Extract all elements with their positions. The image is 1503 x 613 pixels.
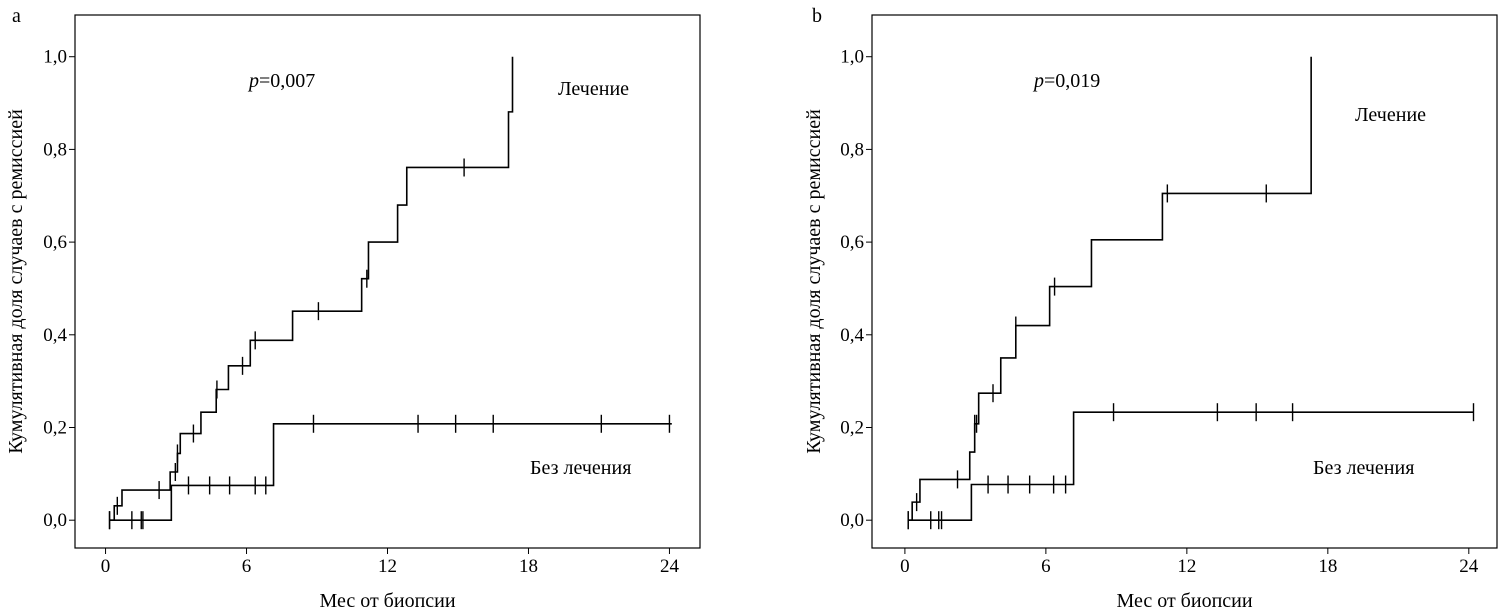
x-tick-label: 6 xyxy=(242,556,252,577)
p-value-annotation: p=0,007 xyxy=(247,70,315,92)
series-label: Без лечения xyxy=(1313,457,1414,479)
curve-treatment xyxy=(908,56,1312,521)
x-tick-label: 24 xyxy=(660,556,680,577)
y-tick-label: 0,4 xyxy=(43,325,67,346)
y-tick-label: 0,6 xyxy=(43,232,67,253)
x-tick-label: 18 xyxy=(1318,556,1337,577)
y-tick-label: 1,0 xyxy=(840,47,864,68)
panel-label: b xyxy=(812,5,822,27)
x-tick-label: 0 xyxy=(101,556,111,577)
x-axis-label: Мес от биопсии xyxy=(319,590,455,612)
series-label: Лечение xyxy=(1355,104,1426,126)
y-tick-label: 0,8 xyxy=(43,139,67,160)
y-tick-label: 0,6 xyxy=(840,232,864,253)
chart-panel-a: a 0 6 12 18 24 0,0 0,2 0,4 0,6 0,8 1,0 Мес от биопси… xyxy=(5,5,701,612)
plot-frame xyxy=(871,14,1498,549)
series-label: Лечение xyxy=(558,78,629,100)
p-symbol: p xyxy=(247,70,259,92)
curve-no-treatment xyxy=(908,411,1474,521)
y-tick-label: 0,0 xyxy=(840,510,864,531)
x-tick-label: 0 xyxy=(900,556,910,577)
curve-treatment xyxy=(109,56,514,521)
y-tick-label: 0,2 xyxy=(43,417,67,438)
chart-panel-b: b 0 6 12 18 24 0,0 0,2 0,4 0,6 0,8 1,0 Мес от биопси… xyxy=(803,5,1498,612)
y-tick-label: 0,4 xyxy=(840,325,864,346)
curve-no-treatment xyxy=(109,422,672,521)
y-tick-label: 1,0 xyxy=(43,47,67,68)
series-label: Без лечения xyxy=(530,457,631,479)
p-value: =0,007 xyxy=(259,70,315,92)
x-tick-label: 6 xyxy=(1041,556,1051,577)
y-axis-label: Кумулятивная доля случаев с ремиссией xyxy=(5,109,27,454)
y-tick-label: 0,2 xyxy=(840,417,864,438)
p-value-annotation: p=0,019 xyxy=(1032,70,1100,92)
p-symbol: p xyxy=(1032,70,1044,92)
x-tick-label: 12 xyxy=(1177,556,1196,577)
y-tick-label: 0,0 xyxy=(43,510,67,531)
y-axis-label: Кумулятивная доля случаев с ремиссией xyxy=(803,109,825,454)
p-value: =0,019 xyxy=(1044,70,1100,92)
y-tick-label: 0,8 xyxy=(840,139,864,160)
x-tick-label: 12 xyxy=(378,556,397,577)
panel-label: a xyxy=(12,5,21,27)
x-tick-label: 18 xyxy=(519,556,538,577)
x-tick-label: 24 xyxy=(1459,556,1479,577)
x-axis-label: Мес от биопсии xyxy=(1116,590,1252,612)
